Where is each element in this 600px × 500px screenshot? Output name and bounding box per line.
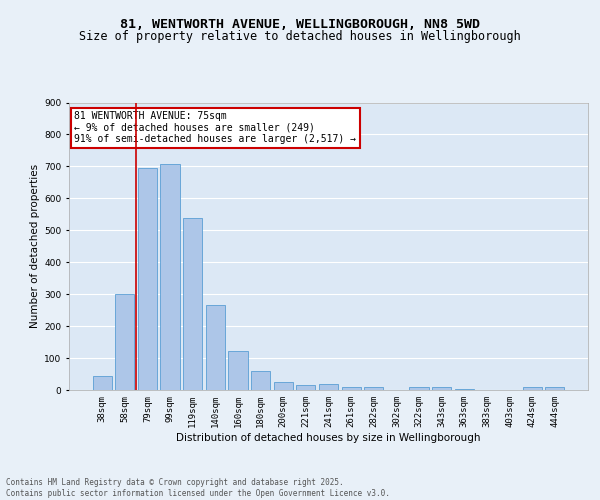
Bar	[92, 376, 112, 390]
Bar	[364, 387, 383, 390]
X-axis label: Distribution of detached houses by size in Wellingborough: Distribution of detached houses by size …	[176, 432, 481, 442]
Text: Size of property relative to detached houses in Wellingborough: Size of property relative to detached ho…	[79, 30, 521, 43]
Bar	[319, 384, 338, 390]
Bar	[115, 294, 134, 390]
Bar	[229, 351, 248, 390]
Text: 81 WENTWORTH AVENUE: 75sqm
← 9% of detached houses are smaller (249)
91% of semi: 81 WENTWORTH AVENUE: 75sqm ← 9% of detac…	[74, 111, 356, 144]
Bar	[160, 164, 180, 390]
Bar	[251, 372, 270, 390]
Bar	[296, 385, 316, 390]
Bar	[523, 388, 542, 390]
Bar	[409, 388, 428, 390]
Bar	[274, 382, 293, 390]
Bar	[341, 388, 361, 390]
Y-axis label: Number of detached properties: Number of detached properties	[30, 164, 40, 328]
Text: Contains HM Land Registry data © Crown copyright and database right 2025.
Contai: Contains HM Land Registry data © Crown c…	[6, 478, 390, 498]
Bar	[138, 168, 157, 390]
Text: 81, WENTWORTH AVENUE, WELLINGBOROUGH, NN8 5WD: 81, WENTWORTH AVENUE, WELLINGBOROUGH, NN…	[120, 18, 480, 30]
Bar	[183, 218, 202, 390]
Bar	[206, 306, 225, 390]
Bar	[545, 387, 565, 390]
Bar	[432, 387, 451, 390]
Bar	[455, 389, 474, 390]
